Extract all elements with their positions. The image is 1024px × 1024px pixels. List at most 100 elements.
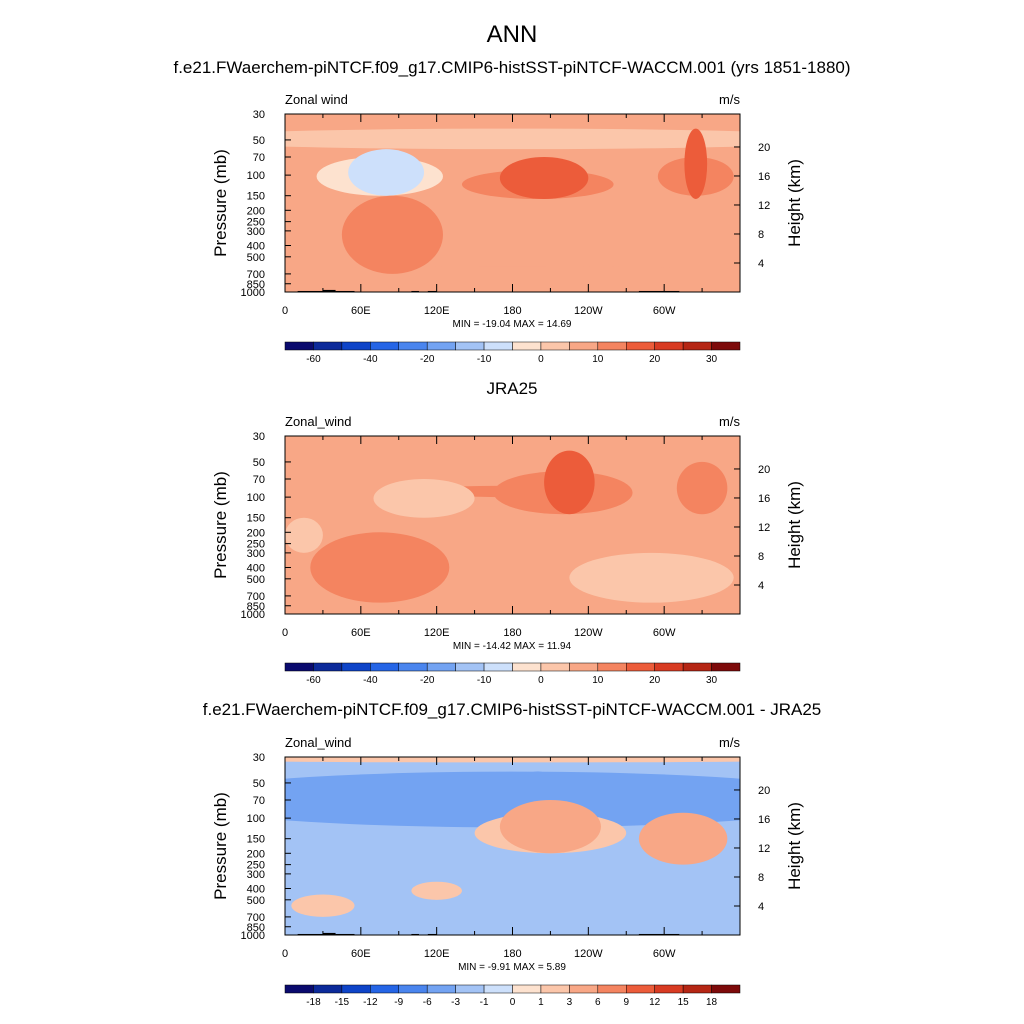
- y-tick-label: 50: [253, 135, 265, 147]
- colorbar-label: 15: [678, 997, 690, 1008]
- colorbar-swatch: [569, 341, 599, 351]
- y-tick-label: 850: [247, 279, 265, 291]
- y2-tick-label: 4: [758, 901, 764, 913]
- y2-tick-label: 16: [758, 493, 770, 505]
- y-axis-label: Pressure (mb): [211, 792, 230, 900]
- colorbar-swatch: [569, 984, 599, 994]
- x-tick-label: 180: [503, 305, 521, 317]
- colorbar-label: 30: [706, 675, 718, 686]
- contour-region: [310, 532, 450, 603]
- y2-tick-label: 20: [758, 464, 770, 476]
- variable-label: Zonal_wind: [285, 735, 352, 750]
- y2-axis-label: Height (km): [785, 802, 804, 890]
- topography-mask: [427, 933, 437, 935]
- colorbar-swatch: [626, 341, 655, 351]
- colorbar-swatch: [483, 662, 513, 672]
- topography-mask: [427, 290, 437, 292]
- colorbar-swatch: [654, 984, 684, 994]
- topography-mask: [297, 290, 336, 292]
- colorbar-label: 20: [649, 354, 661, 365]
- y-tick-label: 700: [247, 591, 265, 603]
- y-tick-label: 1000: [241, 287, 265, 299]
- contour-region: [285, 128, 740, 150]
- colorbar-label: -15: [335, 997, 350, 1008]
- y-tick-label: 70: [253, 152, 265, 164]
- topography-mask: [322, 932, 336, 935]
- colorbar-swatch: [569, 662, 599, 672]
- y2-axis-label: Height (km): [785, 159, 804, 247]
- y-tick-label: 150: [247, 513, 265, 525]
- y-tick-label: 200: [247, 205, 265, 217]
- x-tick-label: 0: [282, 627, 288, 639]
- colorbar-swatch: [284, 662, 314, 672]
- colorbar-label: 10: [592, 354, 604, 365]
- colorbar-label: 0: [510, 997, 516, 1008]
- units-label: m/s: [719, 735, 740, 750]
- y2-tick-label: 20: [758, 785, 770, 797]
- y-tick-label: 1000: [241, 609, 265, 621]
- contour-region: [499, 800, 601, 854]
- colorbar-label: 1: [538, 997, 544, 1008]
- colorbar-swatch: [398, 662, 428, 672]
- chart-panel-1: [284, 113, 741, 351]
- contour-region: [676, 461, 728, 515]
- x-tick-label: 60W: [653, 948, 676, 960]
- y-tick-label: 100: [247, 813, 265, 825]
- topography-mask: [335, 933, 355, 935]
- colorbar-swatch: [540, 662, 570, 672]
- colorbar-swatch: [341, 984, 371, 994]
- y-tick-label: 250: [247, 539, 265, 551]
- y-tick-label: 100: [247, 492, 265, 504]
- min-max-stats: MIN = -19.04 MAX = 14.69: [453, 319, 572, 330]
- topography-mask: [411, 290, 419, 292]
- x-tick-label: 60W: [653, 305, 676, 317]
- y-tick-label: 150: [247, 191, 265, 203]
- y-tick-label: 70: [253, 795, 265, 807]
- y2-tick-label: 20: [758, 142, 770, 154]
- variable-label: Zonal wind: [285, 92, 348, 107]
- colorbar-swatch: [597, 984, 627, 994]
- colorbar-swatch: [284, 984, 314, 994]
- colorbar-swatch: [711, 341, 741, 351]
- min-max-stats: MIN = -14.42 MAX = 11.94: [453, 641, 572, 652]
- colorbar-label: 0: [538, 675, 544, 686]
- y-tick-label: 150: [247, 834, 265, 846]
- colorbar-label: 12: [649, 997, 661, 1008]
- colorbar-swatch: [455, 662, 485, 672]
- contour-region: [285, 517, 323, 553]
- colorbar-label: 30: [706, 354, 718, 365]
- colorbar-swatch: [370, 341, 399, 351]
- topography-mask: [297, 933, 336, 935]
- contour-field: [285, 757, 740, 935]
- contour-region: [341, 195, 443, 274]
- colorbar-label: -10: [477, 675, 492, 686]
- x-tick-label: 120E: [424, 305, 450, 317]
- y-tick-label: 500: [247, 252, 265, 264]
- colorbar-swatch: [654, 662, 684, 672]
- y2-tick-label: 16: [758, 814, 770, 826]
- x-tick-label: 60E: [351, 305, 371, 317]
- y-tick-label: 1000: [241, 930, 265, 942]
- y-tick-label: 700: [247, 912, 265, 924]
- y-tick-label: 300: [247, 869, 265, 881]
- contour-region: [544, 450, 595, 515]
- colorbar-swatch: [426, 984, 456, 994]
- panel-title: f.e21.FWaerchem-piNTCF.f09_g17.CMIP6-his…: [173, 58, 850, 77]
- panel-title: JRA25: [486, 379, 537, 398]
- topography-mask: [638, 290, 680, 292]
- topography-mask: [322, 289, 336, 292]
- y2-tick-label: 4: [758, 258, 764, 270]
- colorbar-swatch: [626, 984, 655, 994]
- colorbar-swatch: [682, 341, 712, 351]
- y-tick-label: 250: [247, 217, 265, 229]
- x-tick-label: 0: [282, 948, 288, 960]
- colorbar-swatch: [483, 341, 513, 351]
- colorbar-label: 6: [595, 997, 601, 1008]
- x-tick-label: 120W: [574, 948, 603, 960]
- colorbar-swatch: [682, 984, 712, 994]
- colorbar-label: -3: [451, 997, 460, 1008]
- colorbar-swatch: [654, 341, 684, 351]
- colorbar-label: -18: [306, 997, 321, 1008]
- y2-tick-label: 12: [758, 522, 770, 534]
- topography-mask: [638, 933, 680, 935]
